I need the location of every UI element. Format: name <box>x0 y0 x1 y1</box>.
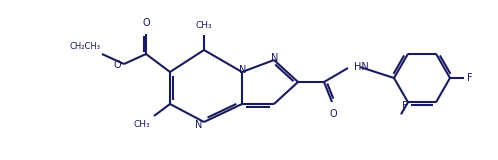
Text: F: F <box>402 101 408 111</box>
Text: CH₂CH₃: CH₂CH₃ <box>69 42 100 51</box>
Text: CH₃: CH₃ <box>196 21 212 30</box>
Text: O: O <box>142 18 150 28</box>
Text: CH₃: CH₃ <box>133 120 150 129</box>
Text: N: N <box>271 53 279 63</box>
Text: N: N <box>195 120 202 130</box>
Text: F: F <box>467 73 473 83</box>
Text: HN: HN <box>354 62 369 72</box>
Text: N: N <box>240 65 247 75</box>
Text: O: O <box>114 60 121 70</box>
Text: O: O <box>329 109 337 119</box>
